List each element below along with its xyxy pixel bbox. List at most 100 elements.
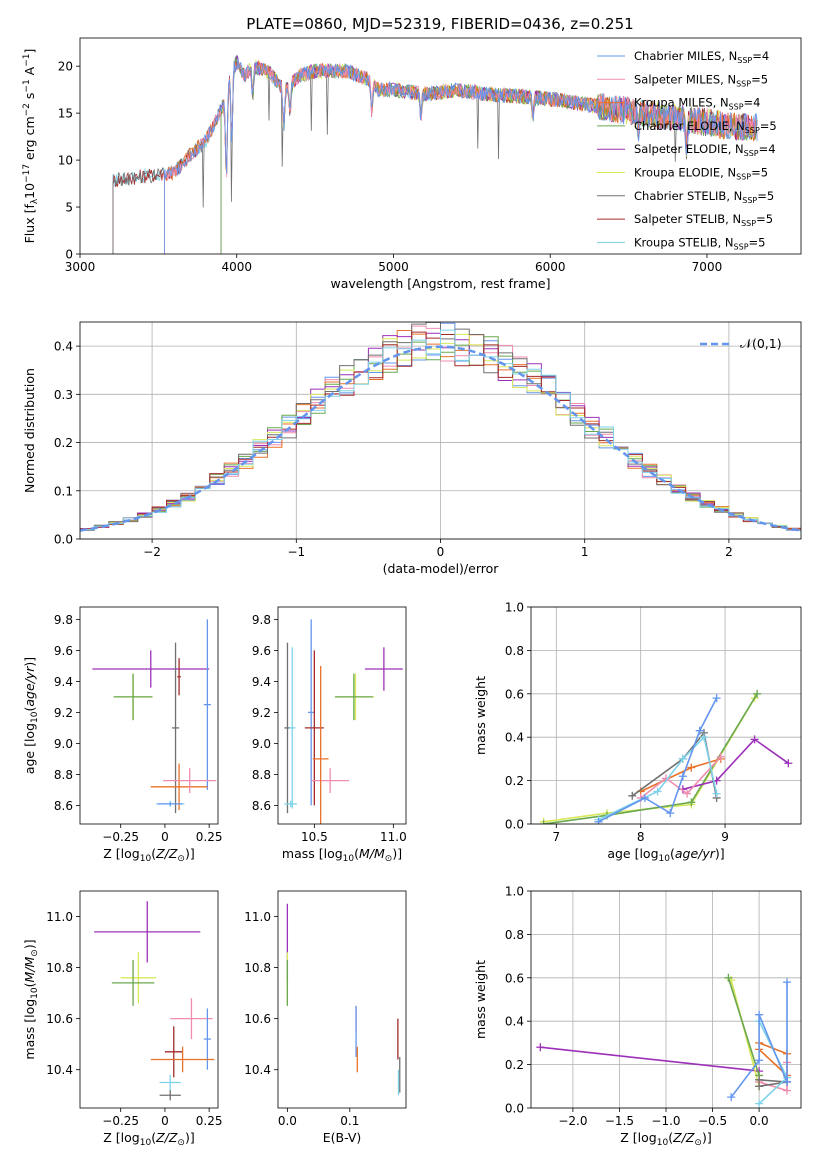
y-tick-label: 8.6 bbox=[54, 799, 73, 813]
plot-area-massweight_vs_Z bbox=[536, 973, 792, 1108]
spectrum-legend: Chabrier MILES, NSSP=4 Salpeter MILES, NS… bbox=[597, 49, 777, 251]
weight-marker-salpeter_elodie bbox=[784, 759, 793, 768]
axes-age_vs_Z: −0.25 0 0.25 8.6 8.8 9.0 9.2 9.4 9.6 9.8 Z [log10(… bbox=[22, 606, 223, 864]
histogram-kroupa_stelib bbox=[80, 329, 801, 533]
x-tick-label: −0.25 bbox=[102, 830, 139, 844]
y-tick-label: 0.8 bbox=[505, 644, 524, 658]
x-tick-label: 7000 bbox=[692, 260, 723, 274]
plot-area-age_vs_mass bbox=[284, 619, 403, 824]
x-tick-label: 0.1 bbox=[340, 1114, 359, 1128]
y-tick-label: 9.0 bbox=[252, 737, 271, 751]
x-tick-label: 4000 bbox=[221, 260, 252, 274]
x-tick-label: 0.0 bbox=[750, 1114, 769, 1128]
legend-label-chabrier_miles: Chabrier MILES, NSSP=4 bbox=[634, 49, 769, 65]
weight-marker-chabrier_miles bbox=[783, 1077, 792, 1086]
y-tick-label: 9.8 bbox=[252, 613, 271, 627]
legend-label-kroupa_elodie: Kroupa ELODIE, NSSP=5 bbox=[634, 166, 768, 182]
axes-frame bbox=[79, 37, 802, 255]
x-axis-label: E(B-V) bbox=[323, 1130, 362, 1145]
weight-marker-salpeter_elodie bbox=[536, 1043, 545, 1052]
y-tick-label: 9.8 bbox=[54, 613, 73, 627]
y-tick-label: 9.6 bbox=[252, 644, 271, 658]
weight-marker-chabrier_miles bbox=[783, 978, 792, 987]
y-tick-label: 0.4 bbox=[54, 340, 73, 354]
weight-line-chabrier_stelib bbox=[631, 731, 718, 799]
plot-area-age_vs_Z bbox=[92, 619, 217, 814]
x-tick-label: −1 bbox=[287, 545, 305, 559]
weight-marker-chabrier_elodie bbox=[539, 820, 548, 824]
weight-marker-salpeter_miles bbox=[716, 752, 725, 761]
legend-label-salpeter_elodie: Salpeter ELODIE, NSSP=4 bbox=[634, 142, 776, 158]
legend-label-kroupa_stelib: Kroupa STELIB, NSSP=5 bbox=[634, 235, 765, 251]
axes-spectrum: 3000 4000 5000 6000 7000 0 5 10 15 20 wavelength [… bbox=[22, 37, 802, 291]
legend-label-kroupa_miles: Kroupa MILES, NSSP=4 bbox=[634, 96, 760, 112]
y-tick-label: 0.2 bbox=[505, 774, 524, 788]
y-tick-label: 10.4 bbox=[244, 1063, 271, 1077]
y-axis-label: mass weight bbox=[473, 676, 488, 755]
weight-line-chabrier_elodie bbox=[727, 977, 760, 1076]
axes-frame bbox=[79, 890, 219, 1109]
weight-marker-chabrier_miles bbox=[727, 1093, 736, 1102]
x-tick-label: 10.5 bbox=[301, 830, 328, 844]
y-tick-label: 10.6 bbox=[46, 1012, 73, 1026]
y-tick-label: 11.0 bbox=[244, 910, 271, 924]
weight-marker-chabrier_miles bbox=[755, 1056, 764, 1065]
weight-marker-chabrier_stelib bbox=[755, 1082, 764, 1091]
x-tick-label: −1.5 bbox=[605, 1114, 634, 1128]
weight-marker-chabrier_elodie bbox=[753, 689, 762, 698]
weight-line-chabrier_miles bbox=[598, 697, 718, 823]
x-tick-label: 9 bbox=[721, 830, 729, 844]
y-tick-label: 8.8 bbox=[54, 768, 73, 782]
y-tick-label: 0.0 bbox=[54, 533, 73, 547]
y-tick-label: 9.4 bbox=[252, 675, 271, 689]
y-tick-label: 0.0 bbox=[505, 818, 524, 832]
y-tick-label: 10 bbox=[58, 154, 73, 168]
y-axis-label: mass [log10(M/M⊙)] bbox=[22, 939, 40, 1059]
y-tick-label: 9.0 bbox=[54, 737, 73, 751]
x-tick-label: 0.25 bbox=[196, 830, 223, 844]
x-tick-label: −2 bbox=[143, 545, 161, 559]
plot-area-mass_vs_Z bbox=[94, 901, 215, 1101]
axes-residuals: −2 −1 0 1 2 0.0 0.1 0.2 0.3 0.4 (data-model)/error… bbox=[22, 321, 802, 576]
y-axis-label: Normed distribution bbox=[22, 368, 37, 493]
axes-frame bbox=[277, 890, 407, 1109]
y-tick-label: 0.0 bbox=[505, 1102, 524, 1116]
weight-marker-chabrier_miles bbox=[666, 809, 675, 818]
axes-frame bbox=[277, 606, 407, 825]
y-tick-label: 9.6 bbox=[54, 644, 73, 658]
weight-marker-salpeter_miles bbox=[783, 1086, 792, 1095]
x-axis-label: (data-model)/error bbox=[383, 561, 500, 576]
figure-title: PLATE=0860, MJD=52319, FIBERID=0436, z=0… bbox=[246, 15, 633, 33]
x-tick-label: −0.25 bbox=[102, 1114, 139, 1128]
legend-label-chabrier_stelib: Chabrier STELIB, NSSP=5 bbox=[634, 189, 774, 205]
y-tick-label: 0.2 bbox=[505, 1058, 524, 1072]
x-tick-label: 0.0 bbox=[278, 1114, 297, 1128]
weight-marker-chabrier_miles bbox=[712, 694, 721, 703]
legend-label-normal: 𝒩(0,1) bbox=[740, 336, 782, 351]
y-tick-label: 9.2 bbox=[54, 706, 73, 720]
legend-label-chabrier_elodie: Chabrier ELODIE, NSSP=5 bbox=[634, 119, 777, 135]
y-tick-label: 0.1 bbox=[54, 484, 73, 498]
y-tick-label: 0.6 bbox=[505, 687, 524, 701]
weight-marker-salpeter_elodie bbox=[750, 735, 759, 744]
x-tick-label: 6000 bbox=[535, 260, 566, 274]
normal-curve bbox=[80, 345, 801, 532]
y-tick-label: 1.0 bbox=[505, 601, 524, 615]
weight-marker-kroupa_stelib bbox=[699, 733, 708, 742]
weight-marker-kroupa_stelib bbox=[755, 1099, 764, 1108]
weight-marker-chabrier_stelib bbox=[628, 791, 637, 800]
y-tick-label: 10.8 bbox=[244, 961, 271, 975]
x-tick-label: 0 bbox=[161, 830, 169, 844]
y-axis-label: age [log10(age/yr)] bbox=[22, 657, 40, 774]
weight-marker-kroupa_stelib bbox=[712, 789, 721, 798]
x-tick-label: −0.5 bbox=[698, 1114, 727, 1128]
y-tick-label: 9.4 bbox=[54, 675, 73, 689]
y-tick-label: 1.0 bbox=[505, 885, 524, 899]
x-axis-label: Z [log10(Z/Z⊙)] bbox=[103, 846, 194, 864]
x-tick-label: 0.25 bbox=[196, 1114, 223, 1128]
y-tick-label: 8.6 bbox=[252, 799, 271, 813]
x-tick-label: 8 bbox=[637, 830, 645, 844]
weight-marker-chabrier_miles bbox=[755, 1010, 764, 1019]
